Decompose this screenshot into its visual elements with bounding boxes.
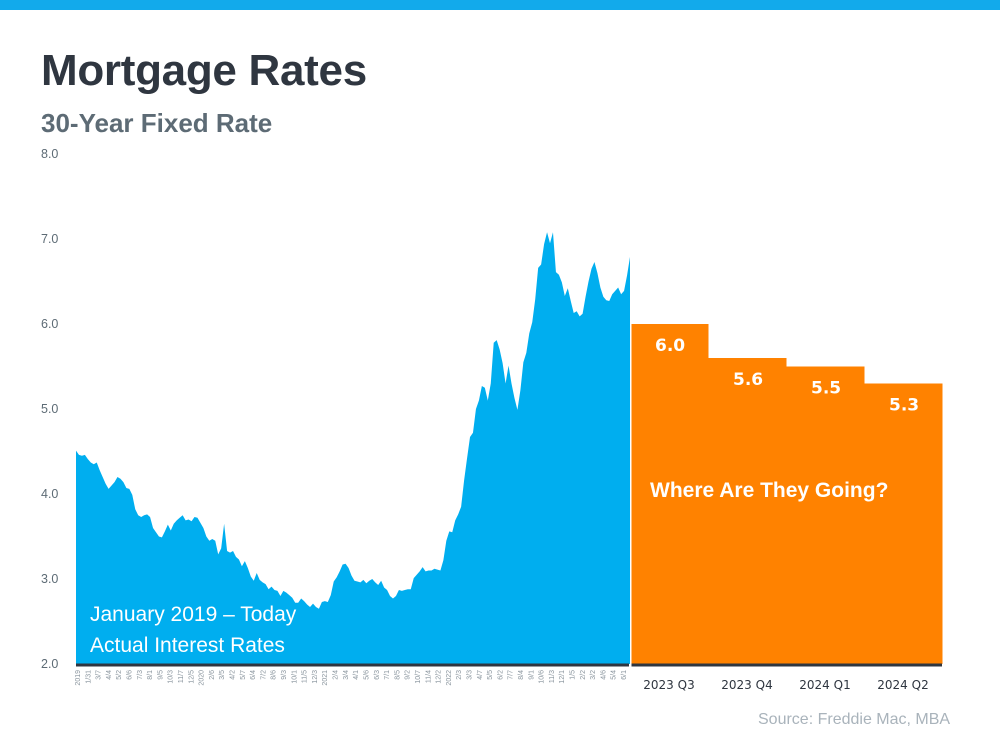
x-tick-label: 2022 <box>446 670 453 686</box>
y-axis: 2.0 3.0 4.0 5.0 6.0 7.0 8.0 <box>41 147 58 671</box>
x-tick-label: 12/2 <box>436 670 443 684</box>
x-axis-quarter-ticks: 2023 Q3 2023 Q4 2024 Q1 2024 Q2 <box>643 678 928 692</box>
x-tick-label: 12/3 <box>312 670 319 684</box>
x-tick-label: 5/5 <box>487 670 494 680</box>
x-tick-label: 1/5 <box>570 670 577 680</box>
page-subtitle: 30-Year Fixed Rate <box>41 108 273 138</box>
actual-annotation-line-2: Actual Interest Rates <box>90 634 285 657</box>
x-tick-label: 11/5 <box>302 670 309 683</box>
forecast-bar-label: 5.3 <box>889 396 919 416</box>
x-quarter-label: 2023 Q3 <box>643 678 694 692</box>
x-tick-label: 2019 <box>75 670 82 686</box>
y-tick-label: 7.0 <box>41 232 58 246</box>
x-tick-label: 5/4 <box>611 670 618 680</box>
x-tick-label: 4/6 <box>600 670 607 680</box>
forecast-bars: 6.0 5.6 5.5 5.3 <box>631 324 943 664</box>
x-tick-label: 6/4 <box>250 670 257 680</box>
x-tick-label: 9/2 <box>405 670 412 680</box>
x-tick-label: 10/7 <box>415 670 422 684</box>
forecast-bar <box>708 358 787 664</box>
x-tick-label: 11/3 <box>549 670 556 683</box>
forecast-bar <box>786 366 865 664</box>
top-accent-bar <box>0 0 1000 10</box>
x-tick-label: 4/1 <box>353 670 360 680</box>
y-tick-label: 4.0 <box>41 487 58 501</box>
x-tick-label: 9/1 <box>528 670 535 680</box>
x-quarter-label: 2024 Q1 <box>799 678 850 692</box>
x-tick-label: 8/5 <box>394 670 401 680</box>
x-tick-label: 8/4 <box>518 670 525 680</box>
x-tick-label: 3/7 <box>96 670 103 680</box>
actual-rates-area <box>76 232 630 664</box>
y-tick-label: 2.0 <box>41 657 58 671</box>
x-tick-label: 9/5 <box>157 670 164 680</box>
x-tick-label: 6/3 <box>374 670 381 680</box>
x-tick-label: 6/1 <box>621 670 628 680</box>
x-tick-label: 4/2 <box>230 670 237 680</box>
x-tick-label: 6/2 <box>497 670 504 680</box>
x-tick-label: 10/6 <box>539 670 546 684</box>
x-tick-label: 7/1 <box>384 670 391 680</box>
x-tick-label: 3/2 <box>590 670 597 680</box>
x-tick-label: 2/6 <box>209 670 216 680</box>
forecast-bar-label: 6.0 <box>655 336 685 356</box>
forecast-bar-label: 5.5 <box>811 379 841 399</box>
x-tick-label: 11/7 <box>178 670 185 683</box>
x-quarter-label: 2024 Q2 <box>877 678 928 692</box>
x-tick-label: 3/4 <box>343 670 350 680</box>
x-tick-label: 2/4 <box>333 670 340 680</box>
page-title: Mortgage Rates <box>41 46 367 95</box>
actual-annotation-line-1: January 2019 – Today <box>90 603 297 626</box>
x-tick-label: 8/1 <box>147 670 154 680</box>
x-tick-label: 4/7 <box>477 670 484 680</box>
x-tick-label: 12/1 <box>559 670 566 684</box>
x-tick-label: 5/6 <box>364 670 371 680</box>
x-tick-label: 2020 <box>199 670 206 686</box>
x-axis-date-ticks: 2019 1/31 3/7 4/4 5/2 6/6 7/3 8/1 9/5 10/3 11/7 12/… <box>75 670 628 686</box>
x-tick-label: 2/2 <box>580 670 587 680</box>
x-tick-label: 2021 <box>322 670 329 686</box>
x-tick-label: 8/6 <box>271 670 278 680</box>
x-tick-label: 7/3 <box>137 670 144 680</box>
y-tick-label: 3.0 <box>41 572 58 586</box>
x-tick-label: 2/3 <box>456 670 463 680</box>
x-tick-label: 1/31 <box>85 670 92 684</box>
x-tick-label: 7/7 <box>508 670 515 680</box>
x-tick-label: 4/4 <box>106 670 113 680</box>
x-tick-label: 3/3 <box>467 670 474 680</box>
x-tick-label: 10/1 <box>291 670 298 684</box>
x-tick-label: 9/3 <box>281 670 288 680</box>
source-note: Source: Freddie Mac, MBA <box>758 711 951 728</box>
y-tick-label: 8.0 <box>41 147 58 161</box>
y-tick-label: 5.0 <box>41 402 58 416</box>
forecast-bar <box>864 383 943 664</box>
x-tick-label: 3/5 <box>219 670 226 680</box>
x-quarter-label: 2023 Q4 <box>721 678 772 692</box>
x-tick-label: 5/7 <box>240 670 247 680</box>
forecast-bar <box>631 324 709 664</box>
x-tick-label: 12/5 <box>188 670 195 684</box>
y-tick-label: 6.0 <box>41 317 58 331</box>
x-tick-label: 10/3 <box>168 670 175 684</box>
x-tick-label: 5/2 <box>116 670 123 680</box>
x-tick-label: 6/6 <box>127 670 134 680</box>
x-tick-label: 7/2 <box>260 670 267 680</box>
x-tick-label: 11/4 <box>425 670 432 683</box>
forecast-annotation: Where Are They Going? <box>650 479 888 502</box>
forecast-bar-label: 5.6 <box>733 370 763 390</box>
